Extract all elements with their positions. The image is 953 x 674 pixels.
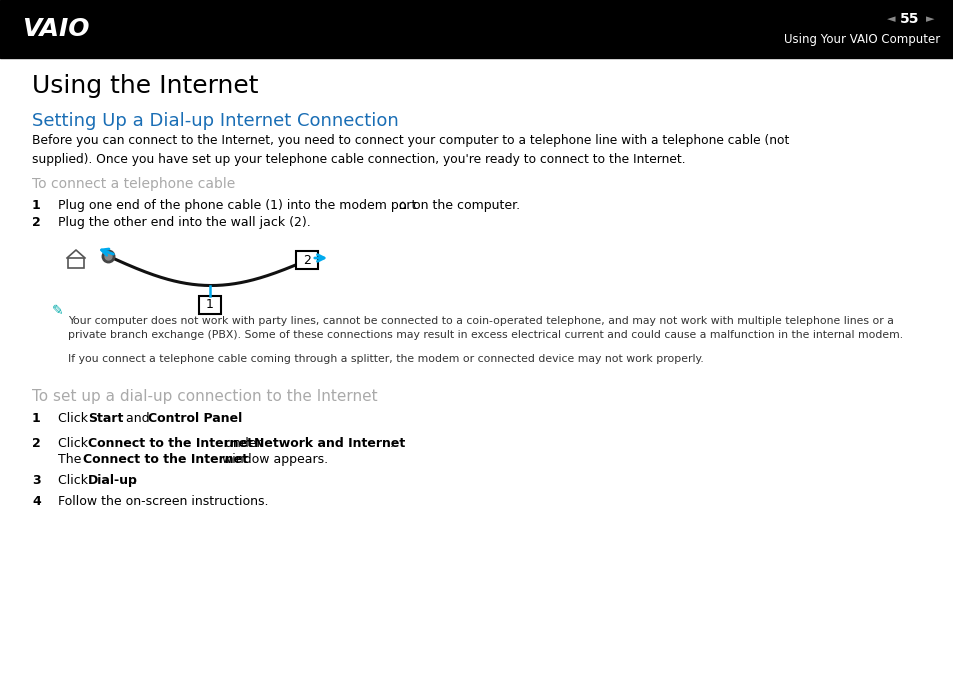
Bar: [295, 251, 317, 269]
Text: To connect a telephone cable: To connect a telephone cable: [32, 177, 235, 191]
Text: Click: Click: [58, 474, 91, 487]
Text: 3: 3: [32, 474, 41, 487]
Text: Plug the other end into the wall jack (2).: Plug the other end into the wall jack (2…: [58, 216, 311, 229]
Text: window appears.: window appears.: [218, 453, 328, 466]
Text: 2: 2: [303, 253, 311, 266]
Text: under: under: [221, 437, 265, 450]
Text: Click: Click: [58, 412, 91, 425]
Text: Setting Up a Dial-up Internet Connection: Setting Up a Dial-up Internet Connection: [32, 112, 398, 130]
Text: Plug one end of the phone cable (1) into the modem port: Plug one end of the phone cable (1) into…: [58, 199, 416, 212]
Text: Network and Internet: Network and Internet: [253, 437, 405, 450]
Text: 2: 2: [32, 216, 41, 229]
Text: ►: ►: [925, 14, 934, 24]
Text: Start: Start: [88, 412, 123, 425]
Text: The: The: [58, 453, 85, 466]
Text: .: .: [390, 437, 394, 450]
Text: 55: 55: [900, 12, 919, 26]
Text: 1: 1: [32, 412, 41, 425]
Text: Control Panel: Control Panel: [148, 412, 242, 425]
Text: Your computer does not work with party lines, cannot be connected to a coin-oper: Your computer does not work with party l…: [68, 316, 902, 340]
Text: Connect to the Internet: Connect to the Internet: [83, 453, 248, 466]
Text: and: and: [122, 412, 153, 425]
Text: Dial-up: Dial-up: [88, 474, 138, 487]
Text: ✎: ✎: [52, 304, 64, 318]
Bar: [0, 0, 953, 58]
Text: 1: 1: [205, 298, 213, 311]
Bar: [68, 258, 84, 268]
Text: on the computer.: on the computer.: [413, 199, 519, 212]
Text: To set up a dial-up connection to the Internet: To set up a dial-up connection to the In…: [32, 389, 377, 404]
Text: Follow the on-screen instructions.: Follow the on-screen instructions.: [58, 495, 268, 508]
Text: Before you can connect to the Internet, you need to connect your computer to a t: Before you can connect to the Internet, …: [32, 134, 788, 166]
Text: ⌂: ⌂: [397, 199, 405, 212]
Text: Using the Internet: Using the Internet: [32, 74, 258, 98]
Text: Connect to the Internet: Connect to the Internet: [88, 437, 253, 450]
Text: 1: 1: [32, 199, 41, 212]
Text: ◄: ◄: [885, 14, 894, 24]
Text: Click: Click: [58, 437, 91, 450]
Text: VAIO: VAIO: [22, 17, 90, 41]
Text: .: .: [132, 474, 137, 487]
Text: 2: 2: [32, 437, 41, 450]
Text: 4: 4: [32, 495, 41, 508]
Bar: [198, 295, 220, 313]
Text: Using Your VAIO Computer: Using Your VAIO Computer: [783, 34, 939, 47]
Text: If you connect a telephone cable coming through a splitter, the modem or connect: If you connect a telephone cable coming …: [68, 354, 703, 364]
